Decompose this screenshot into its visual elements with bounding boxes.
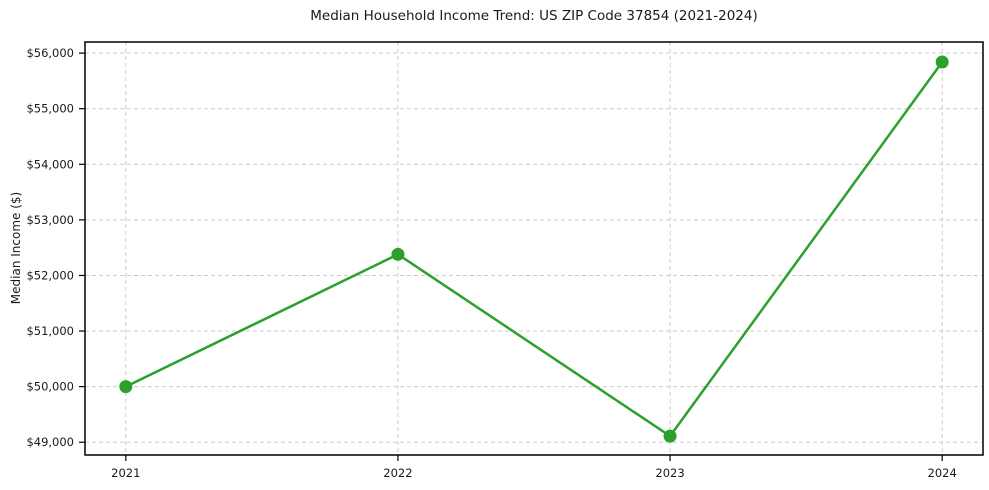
data-point-2022 (391, 247, 405, 261)
y-tick-label: $51,000 (26, 324, 74, 338)
data-point-2023 (663, 429, 677, 443)
chart-title: Median Household Income Trend: US ZIP Co… (310, 8, 758, 24)
y-tick-label: $50,000 (26, 380, 74, 394)
x-tick-label: 2023 (655, 466, 684, 480)
x-tick-label: 2021 (111, 466, 140, 480)
y-axis-label: Median Income ($) (9, 191, 23, 305)
x-tick-label: 2024 (928, 466, 957, 480)
plot-border (84, 41, 984, 456)
y-tick-label: $56,000 (26, 46, 74, 60)
x-tick-label: 2022 (383, 466, 412, 480)
y-tick-label: $53,000 (26, 213, 74, 227)
y-tick-label: $55,000 (26, 102, 74, 116)
y-tick-label: $54,000 (26, 157, 74, 171)
trend-line (124, 60, 944, 438)
data-point-2021 (119, 380, 133, 394)
y-tick-label: $49,000 (26, 435, 74, 449)
data-point-2024 (935, 55, 949, 69)
y-tick-label: $52,000 (26, 268, 74, 282)
